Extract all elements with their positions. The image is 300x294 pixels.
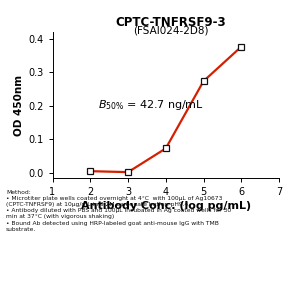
Text: $B_{50\%}$ = 42.7 ng/mL: $B_{50\%}$ = 42.7 ng/mL [98,98,204,112]
Text: (FSAI024-2D8): (FSAI024-2D8) [133,26,209,36]
X-axis label: Antibody Conc. (log pg/mL): Antibody Conc. (log pg/mL) [81,201,251,211]
Text: CPTC-TNFRSF9-3: CPTC-TNFRSF9-3 [116,16,226,29]
Y-axis label: OD 450nm: OD 450nm [14,75,24,136]
Text: Method:
• Microtiter plate wells coated overnight at 4°C  with 100μL of Ag10673
: Method: • Microtiter plate wells coated … [6,190,231,232]
